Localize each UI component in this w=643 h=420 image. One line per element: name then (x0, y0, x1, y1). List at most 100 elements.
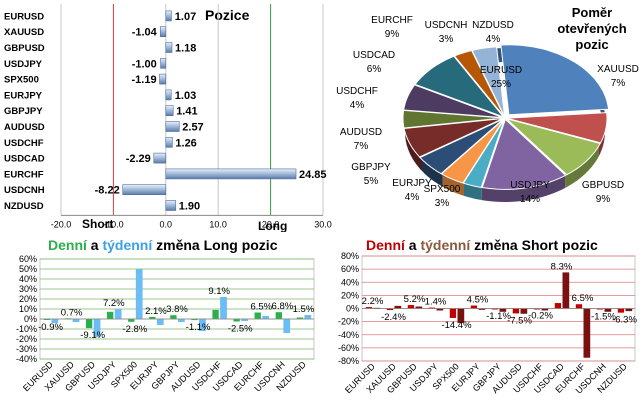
positions-value-audusd: 2.57 (182, 122, 203, 134)
long-change-chart-svg: Denní a týdenní změna Long pozic 60%50%4… (16, 237, 315, 394)
pie-label-value-gbpusd: 9% (596, 194, 611, 205)
positions-bar-usdcnh (122, 184, 167, 195)
long-weekly-bar-usdcnh (283, 319, 291, 333)
long-data-label-gbpjpy: 3.8% (166, 304, 188, 315)
long-label: Long (258, 219, 287, 232)
short-chart-title: Denní a týdenní změna Short pozic (366, 237, 598, 253)
positions-bar-usdjpy (160, 57, 167, 69)
long-weekly-bar-spx500 (135, 269, 143, 319)
short-title-weekly: týdenní (420, 237, 471, 253)
pie-title-line: Poměr (572, 5, 612, 20)
short-y-tick: 60% (341, 264, 359, 274)
short-daily-bar-eurjpy (470, 305, 478, 309)
pie-label-name-eurchf: EURCHF (371, 15, 413, 26)
long-title-daily: Denní (48, 237, 88, 253)
long-weekly-bar-gbpusd (93, 319, 101, 337)
long-daily-bar-eurchf (254, 312, 261, 319)
pie-side-eurjpy (442, 172, 464, 196)
pie-label-value-eurjpy: 4% (405, 192, 420, 203)
long-y-tick: -30% (16, 344, 37, 354)
short-data-label-usdchf: -0.2% (528, 311, 553, 322)
positions-category-gbpusd: GBPUSD (4, 43, 45, 54)
long-data-label-spx500: -2.8% (122, 324, 147, 335)
positions-bar-gbpusd (165, 42, 173, 53)
pie-slice-gbpusd (506, 118, 601, 176)
short-data-label-eurchf: 6.5% (572, 293, 594, 304)
positions-category-spx500: SPX500 (4, 75, 39, 86)
long-y-tick: 40% (19, 274, 37, 284)
positions-value-eurusd: 1.07 (175, 11, 196, 23)
pie-label-value-usdcnh: 3% (439, 34, 454, 45)
short-y-tick: -80% (338, 356, 359, 366)
long-weekly-bar-eurjpy (156, 319, 164, 325)
long-y-tick: 10% (19, 304, 37, 314)
short-y-tick: -60% (338, 343, 359, 353)
long-data-label-xauusd: 0.7% (61, 307, 83, 318)
short-y-tick: 0% (346, 304, 359, 314)
short-change-chart: Denní a týdenní změna Short pozic 80% 60%… (322, 232, 643, 415)
short-data-label-gbpjpy: -1.1% (486, 311, 511, 322)
short-daily-bar-eurusd (365, 307, 373, 309)
long-weekly-bar-usdcad (241, 319, 248, 321)
positions-category-audusd: AUDUSD (4, 122, 45, 133)
positions-category-usdjpy: USDJPY (4, 59, 43, 70)
long-y-tick: 50% (19, 264, 37, 274)
short-weekly-bar-usdcad (562, 272, 570, 309)
long-title-weekly: týdenní (102, 237, 153, 253)
short-daily-bar-gbpjpy (491, 308, 499, 310)
long-data-label-gbpusd: -9.1% (80, 330, 105, 341)
long-data-label-usdcnh: 6.8% (272, 301, 294, 312)
long-y-tick: 0% (24, 314, 37, 324)
short-y-tick: -20% (338, 317, 359, 327)
pie-title-line: pozic (575, 37, 608, 52)
positions-bar-xauusd (160, 26, 167, 38)
short-y-tick: -40% (338, 330, 359, 340)
short-title-rest: změna Short pozic (470, 237, 598, 253)
short-daily-bar-usdcnh (596, 308, 604, 310)
pie-title-line: otevřených (557, 21, 626, 36)
long-daily-bar-gbpusd (85, 319, 93, 329)
short-change-chart-svg: Denní a týdenní změna Short pozic 80% 60%… (338, 237, 637, 396)
short-daily-bar-usdjpy (428, 307, 436, 309)
positions-bar-eurusd (165, 10, 172, 22)
short-daily-bar-nzdusd (617, 308, 625, 313)
positions-x-tick: 0.0 (160, 219, 173, 229)
positions-category-usdchf: USDCHF (4, 138, 44, 149)
positions-value-usdchf: 1.26 (175, 137, 196, 149)
pie-label-name-audusd: AUDUSD (340, 127, 382, 138)
positions-category-eurjpy: EURJPY (4, 90, 43, 101)
short-data-label-eurjpy: 4.5% (467, 295, 489, 306)
short-weekly-bar-gbpjpy (499, 308, 507, 312)
positions-value-eurjpy: 1.03 (175, 90, 196, 102)
positions-bar-nzdusd (165, 200, 177, 211)
long-daily-bar-usdjpy (107, 311, 114, 319)
pie-slice-nzdusd (471, 46, 506, 117)
pie-slice-gbpjpy (419, 118, 504, 175)
pie-slice-usdjpy (481, 118, 567, 190)
positions-category-xauusd: XAUUSD (4, 27, 44, 38)
pie-label-name-nzdusd: NZDUSD (472, 20, 514, 31)
pie-slice-eurjpy (440, 118, 505, 184)
short-y-tick: 80% (341, 251, 359, 261)
long-y-tick: -10% (16, 324, 37, 334)
short-data-label-gbpusd: 5.2% (404, 294, 426, 305)
positions-x-tick: 10.0 (209, 219, 227, 229)
positions-value-gbpjpy: 1.41 (176, 106, 197, 118)
short-daily-bar-usdcad (554, 303, 562, 309)
long-data-label-usdcad: -2.5% (228, 324, 253, 335)
positions-value-usdcad: -2.29 (126, 153, 151, 165)
long-y-tick: -20% (16, 334, 37, 344)
pie-label-name-usdjpy: USDJPY (510, 180, 550, 191)
positions-x-tick: 30.0 (314, 219, 332, 229)
pie-label-value-eurusd: 25% (491, 79, 511, 90)
short-weekly-bar-usdcnh (604, 308, 612, 312)
pie-slice-xauusd (506, 112, 608, 144)
pie-slice-eurchf (414, 55, 506, 119)
pie-slice-audusd (403, 118, 504, 158)
positions-value-nzdusd: 1.90 (179, 201, 200, 213)
positions-bar-audusd (165, 121, 180, 132)
pie-label-name-usdcad: USDCAD (353, 50, 395, 61)
long-data-label-audusd: -1.1% (186, 322, 211, 333)
long-daily-bar-usdcad (233, 319, 240, 322)
long-weekly-bar-eurchf (262, 316, 270, 319)
